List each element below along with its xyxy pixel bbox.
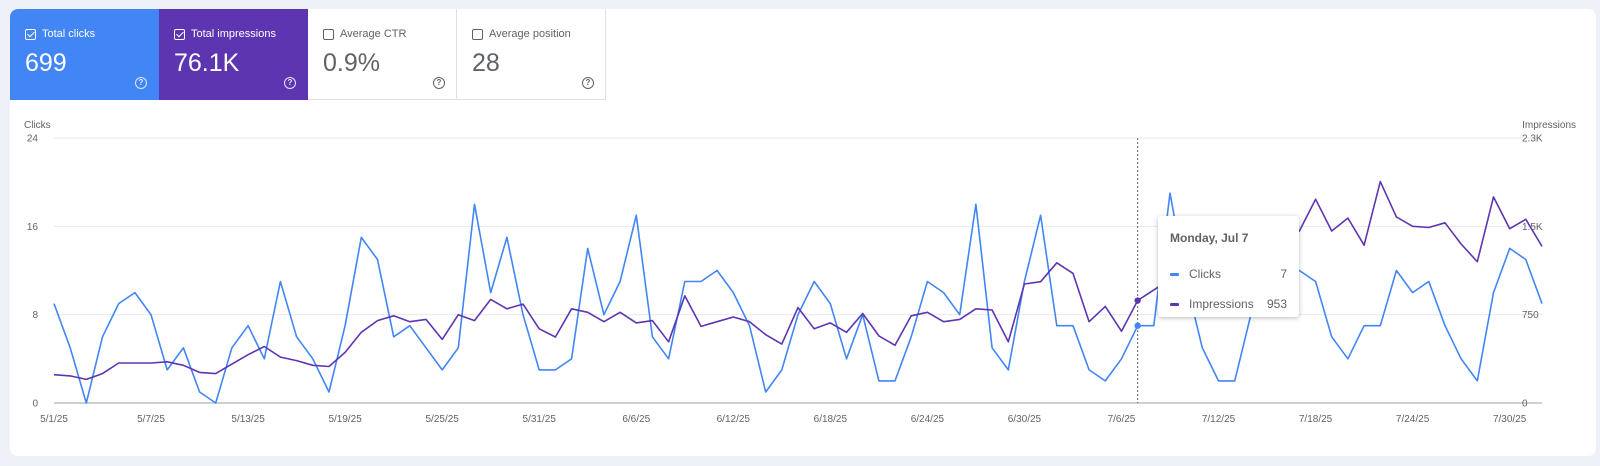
x-tick-label: 6/18/25: [814, 414, 848, 425]
help-icon[interactable]: ?: [433, 77, 445, 89]
help-icon[interactable]: ?: [135, 77, 147, 89]
y-left-tick-label: 8: [32, 310, 38, 321]
y-right-tick-label: 0: [1522, 399, 1528, 410]
card-label: Total clicks: [42, 28, 96, 40]
card-label: Total impressions: [191, 28, 276, 40]
x-tick-label: 6/6/25: [622, 414, 650, 425]
x-tick-label: 5/31/25: [523, 414, 557, 425]
card-total-clicks[interactable]: Total clicks 699 ?: [10, 9, 159, 100]
card-total-impressions[interactable]: Total impressions 76.1K ?: [159, 9, 308, 100]
checkbox-unchecked-icon[interactable]: [472, 28, 483, 40]
card-value: 699: [25, 49, 67, 77]
tooltip-series-name: Impressions: [1189, 297, 1254, 311]
y-left-axis-title: Clicks: [24, 120, 51, 131]
card-label: Average CTR: [340, 28, 407, 40]
checkbox-checked-icon[interactable]: [25, 28, 36, 40]
performance-panel: Total clicks 699 ? Total impressions 76.…: [10, 9, 1596, 456]
x-tick-label: 5/7/25: [137, 414, 165, 425]
x-tick-label: 7/18/25: [1299, 414, 1333, 425]
x-tick-label: 6/12/25: [717, 414, 751, 425]
x-tick-label: 5/1/25: [40, 414, 68, 425]
x-tick-label: 7/6/25: [1108, 414, 1136, 425]
y-left-tick-label: 16: [27, 222, 39, 233]
metric-cards: Total clicks 699 ? Total impressions 76.…: [10, 9, 606, 100]
series-swatch: [1170, 272, 1179, 276]
y-left-tick-label: 24: [27, 134, 39, 145]
card-label: Average position: [489, 28, 571, 40]
x-tick-label: 7/12/25: [1202, 414, 1236, 425]
card-value: 28: [472, 49, 500, 77]
card-average-ctr[interactable]: Average CTR 0.9% ?: [308, 9, 457, 100]
y-right-tick-label: 1.5K: [1522, 222, 1543, 233]
y-right-tick-label: 2.3K: [1522, 134, 1543, 145]
y-left-tick-label: 0: [32, 399, 38, 410]
chart-tooltip: Monday, Jul 7 Clicks 7 Impressions 953: [1158, 216, 1299, 317]
hover-point-impressions: [1134, 297, 1141, 304]
help-icon[interactable]: ?: [582, 77, 594, 89]
checkbox-checked-icon[interactable]: [174, 28, 185, 40]
tooltip-title: Monday, Jul 7: [1170, 231, 1249, 245]
x-tick-label: 5/25/25: [425, 414, 459, 425]
tooltip-row-impressions: Impressions 953: [1170, 297, 1287, 311]
series-line-clicks: [53, 192, 1543, 404]
x-tick-label: 7/24/25: [1396, 414, 1430, 425]
card-average-position[interactable]: Average position 28 ?: [457, 9, 606, 100]
card-value: 76.1K: [174, 49, 240, 77]
hover-point-clicks: [1134, 322, 1141, 329]
y-right-tick-label: 750: [1522, 310, 1539, 321]
x-tick-label: 6/30/25: [1008, 414, 1042, 425]
series-swatch: [1170, 302, 1179, 306]
x-tick-label: 5/13/25: [231, 414, 265, 425]
y-right-axis-title: Impressions: [1522, 120, 1576, 131]
card-value: 0.9%: [323, 49, 380, 77]
series-line-impressions: [53, 180, 1543, 381]
x-tick-label: 7/30/25: [1493, 414, 1527, 425]
tooltip-series-value: 7: [1280, 267, 1287, 281]
x-tick-label: 5/19/25: [328, 414, 362, 425]
performance-chart[interactable]: 0 8 16 24 0 750 1.5K 2.3K Clicks Impressions 5/1/2…: [10, 9, 1596, 456]
help-icon[interactable]: ?: [284, 77, 296, 89]
checkbox-unchecked-icon[interactable]: [323, 28, 334, 40]
tooltip-series-value: 953: [1266, 297, 1287, 311]
tooltip-row-clicks: Clicks 7: [1170, 267, 1287, 281]
tooltip-series-name: Clicks: [1189, 267, 1221, 281]
x-tick-label: 6/24/25: [911, 414, 945, 425]
